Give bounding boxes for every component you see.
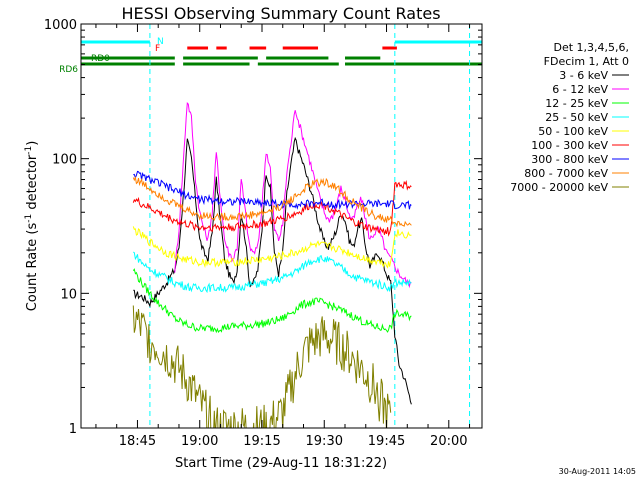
y-tick-label: 1000	[44, 18, 77, 33]
legend-header-line: Det 1,3,4,5,6,	[553, 41, 629, 54]
y-axis-label-main: Count Rate (s	[25, 223, 40, 312]
y-axis-label: Count Rate (s-1 detector-1)	[24, 141, 40, 312]
legend-header-line: FDecim 1, Att 0	[544, 55, 629, 68]
legend-entry-label: 6 - 12 keV	[552, 83, 608, 96]
flag-label-rd6: RD6	[59, 65, 78, 75]
series-line-4	[133, 251, 412, 294]
legend-entry-label: 300 - 800 keV	[531, 153, 608, 166]
x-tick-label: 20:00	[430, 434, 467, 449]
legend: Det 1,3,4,5,6,FDecim 1, Att 03 - 6 keV6 …	[510, 41, 629, 194]
series-line-5	[132, 226, 412, 269]
x-tick-label: 19:45	[368, 434, 405, 449]
series-line-8	[132, 175, 412, 228]
y-tick-label: 1	[69, 422, 77, 437]
y-axis-label-mid: detector	[25, 154, 40, 214]
y-axis-label-end: )	[25, 141, 40, 146]
x-tick-label: 19:30	[306, 434, 343, 449]
series-line-2	[174, 101, 412, 289]
series-layer	[132, 101, 412, 428]
footer-timestamp: 30-Aug-2011 14:05	[559, 467, 636, 476]
legend-entry-label: 12 - 25 keV	[545, 97, 608, 110]
legend-entry-label: 50 - 100 keV	[538, 125, 608, 138]
legend-entry-label: 800 - 7000 keV	[524, 167, 608, 180]
series-line-7	[133, 170, 412, 210]
flag-label-rd0: RD0	[91, 54, 110, 64]
legend-entry-label: 25 - 50 keV	[545, 111, 608, 124]
y-axis-label-sup2: -1	[24, 146, 34, 155]
legend-entry-label: 100 - 300 keV	[531, 139, 608, 152]
y-tick-label: 100	[52, 153, 77, 168]
y-axis-ticks: 1 10 100 1000	[44, 18, 482, 437]
x-tick-label: 18:45	[119, 434, 156, 449]
series-line-9	[132, 305, 392, 428]
legend-entry-label: 7000 - 20000 keV	[510, 181, 608, 194]
x-tick-label: 19:15	[243, 434, 280, 449]
chart-title: HESSI Observing Summary Count Rates	[121, 4, 440, 23]
series-line-6	[132, 179, 412, 237]
y-axis-label-sup1: -1	[24, 214, 34, 223]
y-tick-label: 10	[60, 287, 77, 302]
x-axis-label: Start Time (29-Aug-11 18:31:22)	[175, 456, 387, 471]
legend-entry-label: 3 - 6 keV	[559, 69, 608, 82]
x-tick-label: 19:00	[181, 434, 218, 449]
flag-bars: NF RD0 RD6	[59, 37, 482, 75]
plot-frame	[80, 23, 483, 429]
flag-label-n: N	[157, 37, 164, 47]
series-line-3	[132, 268, 412, 334]
x-axis-ticks: 18:45 19:00 19:15 19:30 19:45 20:00	[95, 24, 471, 449]
flag-label-f: F	[155, 44, 160, 54]
